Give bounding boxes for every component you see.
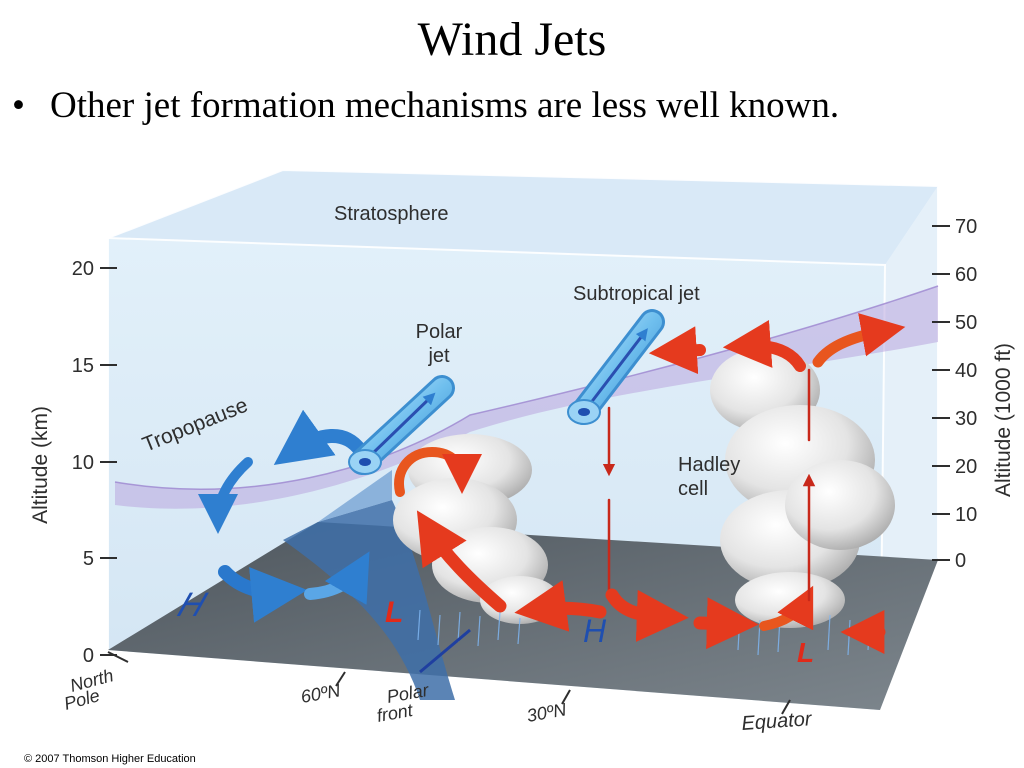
hadley-surface-arrow-3 bbox=[759, 585, 814, 631]
left-tick-5: 5 bbox=[83, 548, 94, 570]
polar-cell-circulation bbox=[198, 409, 370, 623]
high-pressure-30n: H bbox=[583, 613, 607, 649]
atmosphere-box-top bbox=[108, 170, 938, 265]
ferrel-top-arrow bbox=[394, 446, 482, 497]
polar-jet-label-line1: Polar bbox=[416, 321, 463, 343]
slide-title: Wind Jets bbox=[417, 13, 607, 66]
hadley-cell-label-line2: cell bbox=[678, 478, 708, 500]
lat-30n-label: 30ºN bbox=[525, 699, 568, 726]
left-tick-10: 10 bbox=[72, 452, 94, 474]
copyright-credit: © 2007 Thomson Higher Education bbox=[24, 753, 196, 765]
north-pole-label-line2: Pole bbox=[62, 685, 102, 714]
left-altitude-axis: 20 15 10 5 0 Altitude (km) bbox=[29, 258, 117, 667]
ferrel-rising-arrow bbox=[416, 510, 507, 613]
right-axis-title: Altitude (1000 ft) bbox=[992, 343, 1015, 497]
polar-jet-label-line2: jet bbox=[427, 345, 450, 367]
polar-cell-aloft-arrow bbox=[273, 409, 367, 466]
tropopause-line bbox=[114, 285, 939, 490]
lat-60n-label: 60ºN bbox=[299, 680, 342, 707]
left-tick-0: 0 bbox=[83, 645, 94, 667]
ferrel-cell-circulation bbox=[394, 446, 607, 632]
right-tick-10: 10 bbox=[955, 504, 977, 526]
low-pressure-equator: L bbox=[797, 637, 814, 668]
right-altitude-axis: 70 60 50 40 30 20 10 0 Altitude (1000 ft… bbox=[932, 216, 1015, 572]
low-pressure-60n: L bbox=[385, 596, 403, 629]
polar-cell-descending-arrow bbox=[198, 457, 253, 534]
polar-front-marker bbox=[419, 628, 471, 674]
hadley-top-arrow-left bbox=[722, 320, 806, 372]
right-tick-60: 60 bbox=[955, 264, 977, 286]
hadley-cell-circulation bbox=[602, 313, 906, 654]
right-tick-0: 0 bbox=[955, 550, 966, 572]
bullet-text: Other jet formation mechanisms are less … bbox=[50, 85, 840, 126]
left-tick-15: 15 bbox=[72, 355, 94, 377]
hadley-surface-arrow-2 bbox=[693, 597, 759, 650]
polar-air-mass bbox=[318, 470, 392, 522]
bullet-dot: • bbox=[12, 85, 25, 126]
polar-cell-rising-arrow bbox=[304, 551, 370, 605]
right-tick-40: 40 bbox=[955, 360, 977, 382]
polar-front-label-line2: front bbox=[375, 700, 415, 726]
hadley-cell-label-line1: Hadley bbox=[678, 454, 740, 476]
left-tick-20: 20 bbox=[72, 258, 94, 280]
equator-cloud bbox=[710, 348, 895, 628]
bullet-point: • Other jet formation mechanisms are less… bbox=[12, 84, 839, 127]
right-tick-50: 50 bbox=[955, 312, 977, 334]
stratosphere-label: Stratosphere bbox=[334, 203, 449, 225]
polar-cell-surface-arrow bbox=[218, 565, 308, 623]
ferrel-surface-arrow bbox=[514, 580, 607, 632]
right-tick-30: 30 bbox=[955, 408, 977, 430]
subtropical-jet-tube bbox=[567, 309, 665, 425]
hadley-top-arrow-right bbox=[812, 313, 906, 368]
left-axis-title: Altitude (km) bbox=[29, 406, 52, 524]
equator-label: Equator bbox=[741, 708, 814, 735]
right-tick-20: 20 bbox=[955, 456, 977, 478]
polar-jet-tube bbox=[348, 375, 455, 475]
hadley-aloft-arrow bbox=[648, 326, 706, 375]
wind-jets-diagram: Tropopause Stratosphere bbox=[29, 168, 1015, 735]
hadley-surface-arrow-1 bbox=[605, 588, 689, 642]
right-tick-70: 70 bbox=[955, 216, 977, 238]
subtropical-jet-label: Subtropical jet bbox=[573, 283, 700, 305]
